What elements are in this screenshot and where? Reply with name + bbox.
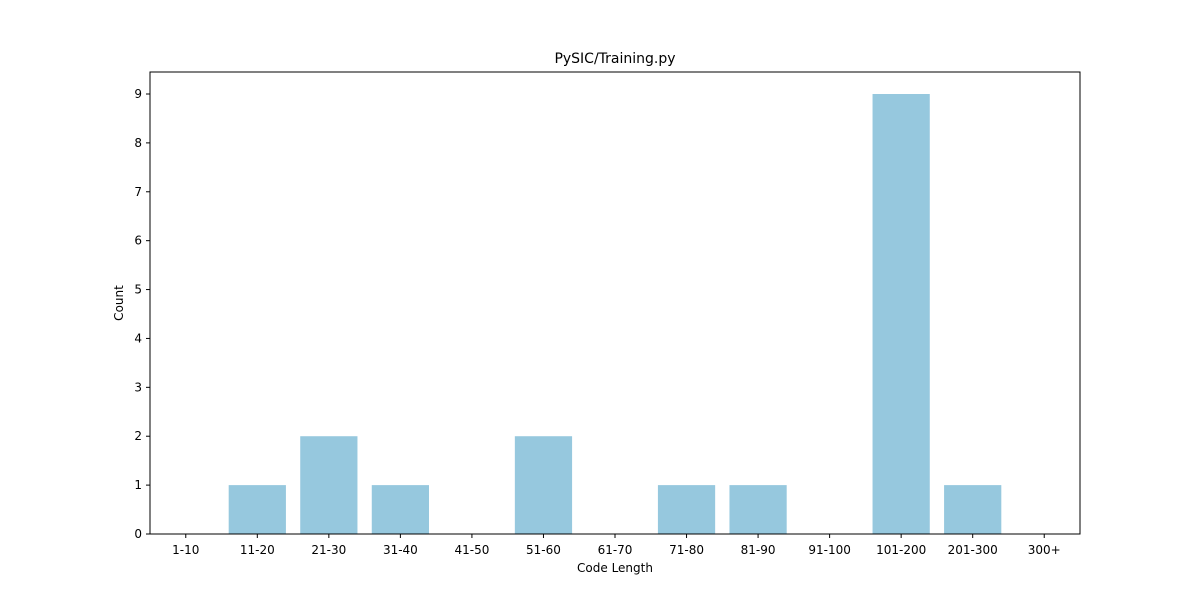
y-tick-label: 6 (134, 234, 142, 248)
x-tick-label: 81-90 (741, 543, 776, 557)
y-tick-label: 8 (134, 136, 142, 150)
bar-51-60 (514, 436, 573, 534)
x-tick-label: 101-200 (876, 543, 926, 557)
y-tick-label: 0 (134, 527, 142, 541)
x-axis-label: Code Length (577, 561, 653, 575)
x-axis: 1-10 11-20 21-30 31-40 41-50 51-60 61-70 71-80 8… (172, 534, 1061, 557)
bar-81-90 (729, 485, 787, 534)
x-tick-label: 300+ (1028, 543, 1061, 557)
y-tick-label: 7 (134, 185, 142, 199)
x-tick-label: 201-300 (948, 543, 998, 557)
y-tick-label: 3 (134, 380, 142, 394)
bar-71-80 (657, 485, 716, 534)
y-axis: 0 1 2 3 4 5 6 7 8 9 (134, 87, 150, 541)
y-tick-label: 5 (134, 283, 142, 297)
y-tick-label: 4 (134, 331, 142, 345)
x-tick-label: 31-40 (383, 543, 418, 557)
y-tick-label: 9 (134, 87, 142, 101)
x-tick-label: 1-10 (172, 543, 199, 557)
chart-title: PySIC/Training.py (554, 51, 675, 67)
x-tick-label: 51-60 (526, 543, 561, 557)
x-tick-label: 91-100 (808, 543, 851, 557)
y-axis-label: Count (112, 285, 126, 321)
bars-group (228, 94, 1002, 534)
y-tick-label: 1 (134, 478, 142, 492)
x-tick-label: 71-80 (669, 543, 704, 557)
plot-frame (149, 71, 1081, 535)
x-tick-label: 11-20 (240, 543, 275, 557)
x-tick-label: 41-50 (454, 543, 489, 557)
bar-101-200 (872, 94, 930, 534)
bar-31-40 (371, 485, 429, 534)
x-tick-label: 61-70 (598, 543, 633, 557)
y-tick-label: 2 (134, 429, 142, 443)
bar-11-20 (228, 485, 286, 534)
bar-201-300 (944, 485, 1002, 534)
x-tick-label: 21-30 (311, 543, 346, 557)
bar-21-30 (300, 436, 358, 534)
